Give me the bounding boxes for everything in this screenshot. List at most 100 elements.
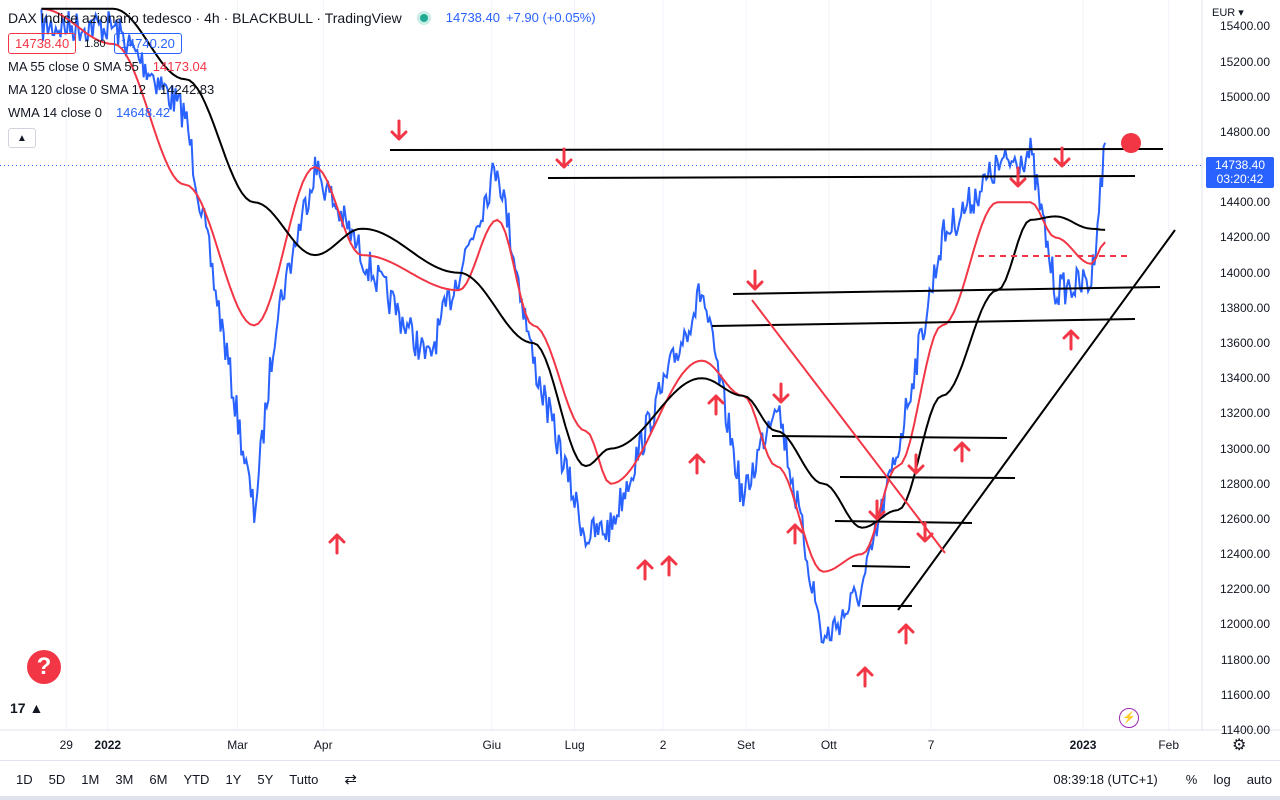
- time-tick: Set: [736, 738, 755, 752]
- bar-countdown: 03:20:42: [1216, 172, 1264, 186]
- market-open-icon: [419, 13, 428, 22]
- price-tick: 12000.00: [1219, 617, 1270, 632]
- price-tick: 12800.00: [1219, 476, 1270, 491]
- trendline: [711, 318, 1136, 327]
- timeframe-5y[interactable]: 5Y: [257, 771, 274, 787]
- series-price-line: [40, 9, 1107, 644]
- price-tick: 15200.00: [1219, 54, 1270, 69]
- price-tick: 13000.00: [1219, 441, 1270, 456]
- up-arrow: [688, 453, 706, 475]
- price-tick: 15000.00: [1219, 89, 1270, 104]
- price-tick: 12600.00: [1219, 511, 1270, 526]
- timeframe-1d[interactable]: 1D: [16, 771, 33, 787]
- bolt-icon[interactable]: ⚡: [1119, 708, 1139, 728]
- last-price-tag: 14738.40 03:20:42: [1206, 157, 1274, 188]
- last-price-value: 14738.40: [1214, 158, 1266, 172]
- up-arrow: [897, 623, 915, 645]
- down-arrow: [555, 147, 573, 169]
- percent-toggle[interactable]: %: [1185, 771, 1198, 787]
- price-tick: 15400.00: [1219, 19, 1270, 34]
- up-arrow: [707, 394, 725, 416]
- price-tick: 13600.00: [1219, 336, 1270, 350]
- log-toggle[interactable]: log: [1213, 771, 1231, 787]
- price-tick: 12200.00: [1219, 582, 1270, 597]
- gear-icon[interactable]: ⚙: [1232, 737, 1247, 754]
- time-tick: Mar: [227, 738, 248, 752]
- price-tick: 14800.00: [1219, 124, 1270, 139]
- up-arrow: [856, 666, 874, 688]
- buy-price-button[interactable]: 14740.20: [113, 33, 182, 54]
- time-tick: Feb: [1158, 738, 1180, 752]
- up-arrow: [1062, 329, 1080, 351]
- indicator-row-ma55[interactable]: MA 55 close 0 SMA 55 14173.04: [8, 55, 596, 78]
- horizontal-scrollbar[interactable]: [0, 796, 1280, 800]
- price-tick: 11600.00: [1220, 687, 1270, 702]
- time-tick: 2022: [94, 738, 122, 752]
- compare-icon[interactable]: ⇄: [344, 771, 357, 788]
- indicator-name: MA 55 close 0 SMA 55: [8, 59, 139, 74]
- indicator-value: 14648.42: [115, 105, 171, 120]
- indicator-value: 14173.04: [152, 59, 208, 74]
- timeframe-5d[interactable]: 5D: [48, 771, 66, 787]
- down-arrow: [746, 269, 764, 291]
- down-arrow: [868, 499, 886, 521]
- time-tick: Ott: [820, 738, 837, 752]
- indicator-value: 14242.83: [160, 82, 215, 97]
- bottom-toolbar: 1D 5D 1M 3M 6M YTD 1Y 5Y Tutto ⇄ 08:39:18 (UTC+1…: [0, 760, 1280, 797]
- chart-grid: [65, 0, 1170, 730]
- timeframe-6m[interactable]: 6M: [149, 771, 168, 787]
- time-tick: Apr: [313, 738, 333, 752]
- price-tick: 12400.00: [1219, 547, 1270, 562]
- down-arrow: [772, 382, 790, 404]
- indicator-name: WMA 14 close 0: [8, 105, 102, 120]
- time-tick: 29: [59, 738, 73, 752]
- up-arrow: [953, 441, 971, 463]
- indicator-name: MA 120 close 0 SMA 12: [8, 82, 147, 97]
- price-tick: 14200.00: [1219, 230, 1270, 245]
- trendline: [771, 435, 1008, 439]
- breakout-dot: [1121, 133, 1141, 153]
- sell-price-button[interactable]: 14738.40: [8, 33, 77, 54]
- timeframe-1y[interactable]: 1Y: [225, 771, 242, 787]
- indicator-row-ma120[interactable]: MA 120 close 0 SMA 12 14242.83: [8, 78, 596, 101]
- chevron-down-icon: ▾: [1238, 7, 1244, 19]
- down-arrow: [907, 453, 925, 475]
- timeframe-1m[interactable]: 1M: [81, 771, 100, 787]
- price-tick: 11400.00: [1220, 723, 1270, 737]
- annotation-arrows: [328, 119, 1080, 688]
- currency-selector[interactable]: EUR ▾: [1212, 6, 1244, 19]
- price-tick: 13400.00: [1219, 371, 1270, 386]
- time-tick: 2023: [1069, 738, 1097, 752]
- trendline: [839, 476, 1016, 479]
- down-arrow: [1009, 166, 1027, 188]
- down-arrow: [916, 521, 934, 543]
- timeframe-3m[interactable]: 3M: [115, 771, 134, 787]
- up-arrow: [328, 533, 346, 555]
- header-change: +7.90 (+0.05%): [506, 10, 596, 25]
- chevron-up-icon: ▲: [17, 132, 27, 144]
- help-button[interactable]: ?: [27, 650, 61, 684]
- symbol-title[interactable]: DAX Indice azionario tedesco · 4h · BLAC…: [8, 9, 402, 26]
- trendline: [897, 229, 1176, 611]
- collapse-legend-button[interactable]: ▲: [8, 128, 36, 148]
- tradingview-logo-icon[interactable]: 17 ▲: [10, 700, 44, 716]
- chart-legend: DAX Indice azionario tedesco · 4h · BLAC…: [8, 6, 596, 148]
- trendline: [732, 286, 1161, 295]
- header-last-price: 14738.40: [445, 10, 500, 25]
- spread-value: 1.80: [84, 37, 106, 50]
- price-tick: 14000.00: [1219, 265, 1270, 280]
- time-tick: Lug: [564, 738, 585, 752]
- price-tick: 14400.00: [1219, 195, 1270, 210]
- timeframe-tutto[interactable]: Tutto: [289, 771, 319, 787]
- auto-toggle[interactable]: auto: [1246, 771, 1272, 787]
- up-arrow: [786, 523, 804, 545]
- up-arrow: [660, 555, 678, 577]
- down-arrow: [390, 119, 408, 141]
- clock[interactable]: 08:39:18 (UTC+1): [1053, 771, 1158, 787]
- trendline: [389, 148, 1164, 151]
- series-ma120-line: [41, 7, 1106, 529]
- indicator-row-wma14[interactable]: WMA 14 close 0 14648.42: [8, 101, 596, 124]
- time-tick: 2: [659, 738, 667, 752]
- timeframe-ytd[interactable]: YTD: [183, 771, 210, 787]
